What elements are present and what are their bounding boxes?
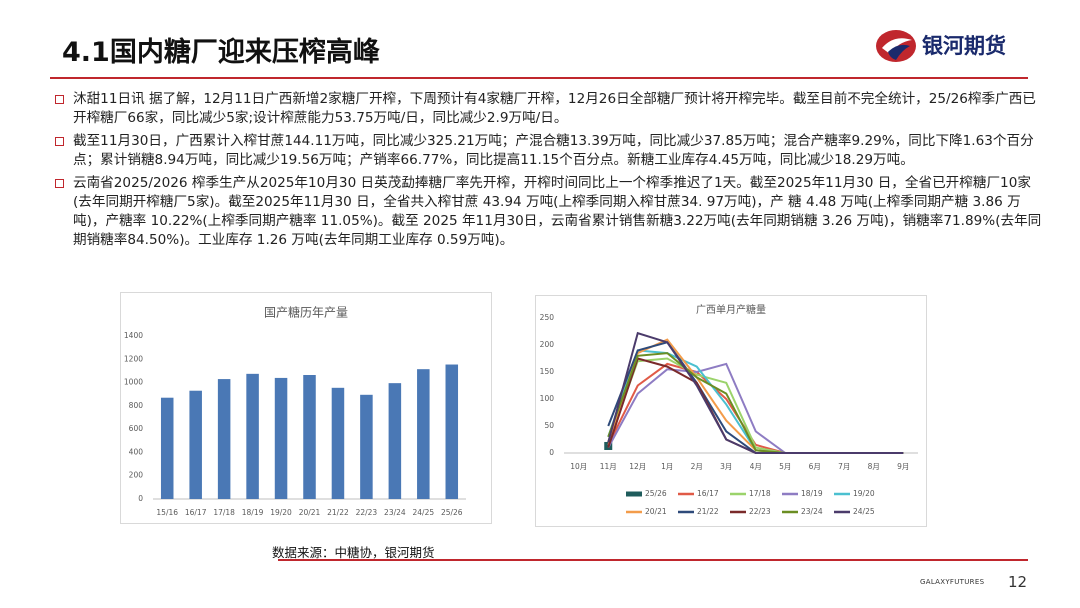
x-tick-label: 17/18 — [213, 508, 235, 517]
y-tick-label: 1200 — [124, 354, 143, 363]
legend-label: 18/19 — [801, 489, 823, 498]
chart-title: 国产糖历年产量 — [264, 305, 348, 320]
bar — [417, 369, 430, 499]
y-tick-label: 1400 — [124, 331, 143, 340]
y-tick-label: 0 — [138, 494, 143, 503]
y-tick-label: 150 — [540, 367, 555, 376]
x-tick-label: 22/23 — [356, 508, 378, 517]
x-tick-label: 3月 — [720, 462, 732, 471]
x-tick-label: 12月 — [629, 462, 646, 471]
bar — [331, 387, 345, 499]
y-tick-label: 400 — [129, 447, 144, 456]
bar — [360, 394, 373, 499]
x-tick-label: 21/22 — [327, 508, 349, 517]
x-tick-label: 11月 — [600, 462, 617, 471]
legend-label: 24/25 — [853, 507, 875, 516]
source-note: 数据来源：中糖协，银河期货 — [272, 545, 435, 560]
bullet: 截至11月30日，广西累计入榨甘蔗144.11万吨，同比减少325.21万吨；产… — [55, 132, 1045, 170]
y-tick-label: 200 — [129, 471, 144, 480]
x-tick-label: 6月 — [809, 462, 821, 471]
x-tick-label: 15/16 — [156, 508, 178, 517]
x-tick-label: 7月 — [838, 462, 850, 471]
bullet: 沐甜11日讯 据了解，12月11日广西新增2家糖厂开榨，下周预计有4家糖厂开榨，… — [55, 90, 1045, 128]
legend-label: 22/23 — [749, 507, 771, 516]
x-tick-label: 16/17 — [185, 508, 207, 517]
y-tick-label: 100 — [540, 394, 555, 403]
x-tick-label: 5月 — [779, 462, 791, 471]
series-line — [607, 349, 904, 454]
x-tick-label: 20/21 — [299, 508, 321, 517]
y-tick-label: 0 — [549, 448, 554, 457]
series-line — [607, 362, 904, 454]
x-tick-label: 24/25 — [413, 508, 435, 517]
legend-label: 17/18 — [749, 489, 771, 498]
bar — [160, 397, 174, 499]
y-tick-label: 250 — [540, 313, 555, 322]
bar — [303, 375, 316, 499]
bar — [274, 377, 288, 499]
footer-brand: GALAXYFUTURES — [920, 578, 985, 586]
chart: 广西单月产糖量 0 50 100 150 200 250 10月 11月 12月 1月 2月 3月 4月 5… — [540, 303, 918, 516]
bar — [217, 379, 231, 499]
legend-label: 21/22 — [697, 507, 719, 516]
logo-text: 银河期货 — [922, 34, 1006, 58]
y-tick-label: 200 — [540, 340, 555, 349]
legend-label: 19/20 — [853, 489, 875, 498]
x-tick-label: 10月 — [570, 462, 587, 471]
series-line — [607, 352, 904, 454]
bar — [189, 390, 202, 499]
bullet: 云南省2025/2026 榨季生产从2025年10月30 日英茂勐捧糖厂率先开榨… — [55, 174, 1045, 250]
footer-rule — [278, 559, 1028, 561]
y-tick-label: 800 — [129, 401, 144, 410]
x-tick-label: 25/26 — [441, 508, 463, 517]
bar — [445, 364, 459, 499]
legend-label: 16/17 — [697, 489, 719, 498]
chart-box: 国产糖历年产量 0 200 400 600 800 1000 1200 1400 15/16 16/… — [120, 292, 492, 524]
x-tick-label: 4月 — [750, 462, 762, 471]
y-tick-label: 50 — [544, 421, 554, 430]
chart: 国产糖历年产量 0 200 400 600 800 1000 1200 1400 15/16 16/… — [124, 305, 466, 517]
legend-label: 25/26 — [645, 489, 667, 498]
x-tick-label: 18/19 — [242, 508, 264, 517]
bar — [246, 373, 259, 499]
series-line — [607, 362, 904, 454]
series-line — [607, 357, 904, 454]
x-tick-label: 19/20 — [270, 508, 292, 517]
x-tick-label: 9月 — [897, 462, 909, 471]
legend-label: 20/21 — [645, 507, 667, 516]
bullet-list: 沐甜11日讯 据了解，12月11日广西新增2家糖厂开榨，下周预计有4家糖厂开榨，… — [55, 90, 1045, 254]
bar — [388, 383, 402, 499]
series-line — [607, 331, 904, 454]
logo-emblem — [876, 30, 916, 62]
page-number: 12 — [1008, 573, 1028, 591]
x-tick-label: 2月 — [691, 462, 703, 471]
x-tick-label: 1月 — [661, 462, 673, 471]
y-tick-label: 1000 — [124, 378, 143, 387]
x-tick-label: 23/24 — [384, 508, 406, 517]
y-tick-label: 600 — [129, 424, 144, 433]
slide-title: 4.1国内糖厂迎来压榨高峰 — [62, 37, 380, 68]
legend-label: 23/24 — [801, 507, 823, 516]
x-tick-label: 8月 — [868, 462, 880, 471]
chart-title: 广西单月产糖量 — [696, 303, 766, 316]
chart-box: 广西单月产糖量 0 50 100 150 200 250 10月 11月 12月 1月 2月 3月 4月 5… — [535, 295, 927, 527]
header-rule — [50, 77, 1028, 79]
series-line — [607, 357, 904, 454]
series-line — [607, 338, 904, 454]
